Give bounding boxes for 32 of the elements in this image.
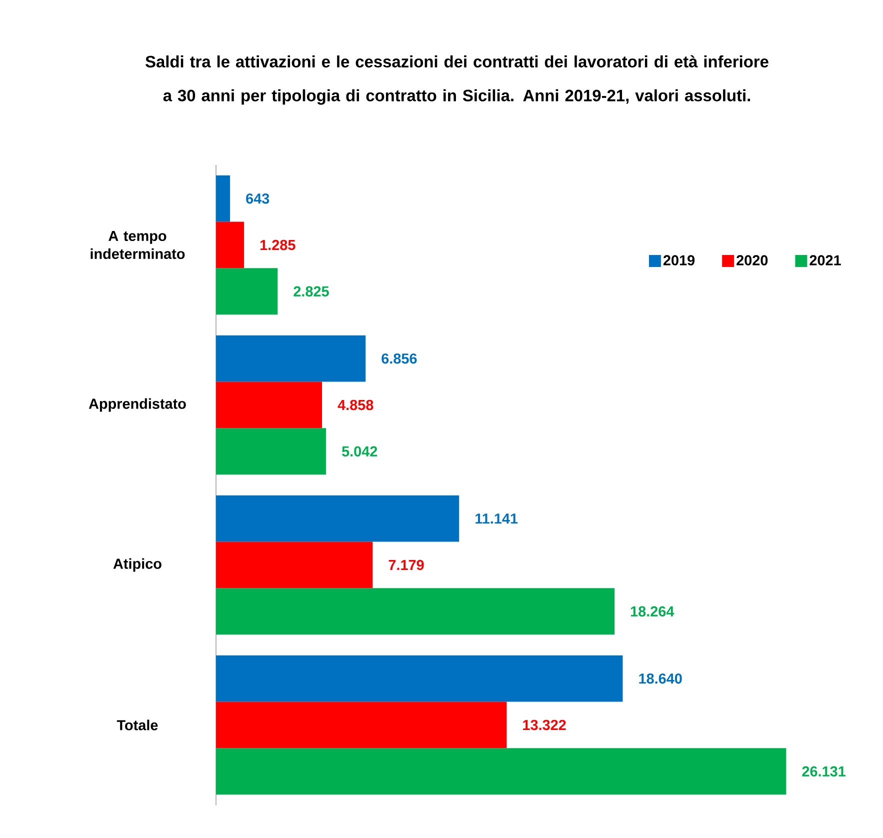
data-label: 26.131 (802, 766, 846, 777)
bar (216, 702, 507, 748)
data-label: 643 (246, 193, 270, 204)
y-tick-label: Totale (116, 720, 158, 730)
legend-label: 2021 (810, 255, 841, 266)
chart-title: Saldi tra le attivazioni e le cessazioni dei contratti dei lavoratori di età inferiore a 30 anni per tipologia di contratto in Sicilia. Anni 2019-21, valori assoluti. (146, 55, 768, 105)
bar (216, 382, 322, 428)
bar (216, 495, 460, 542)
legend-label: 2020 (736, 255, 768, 266)
data-label: 5.042 (342, 446, 378, 456)
data-label: 4.858 (338, 400, 374, 410)
data-label: 18.640 (639, 673, 682, 684)
bar (216, 428, 326, 475)
bar (216, 542, 373, 588)
data-label: 6.856 (382, 353, 417, 364)
data-label: 11.141 (476, 514, 518, 524)
bar (216, 175, 230, 222)
y-tick-label: Atipico (113, 558, 162, 572)
bar (216, 222, 244, 268)
bar (216, 588, 615, 635)
data-label: 1.285 (260, 240, 296, 250)
y-tick-label: A tempo indeterminato (90, 230, 185, 259)
bar (216, 335, 366, 382)
data-label: 2.825 (294, 286, 329, 296)
data-label: 13.322 (523, 720, 566, 730)
bar (216, 748, 786, 795)
bar (216, 268, 278, 315)
y-tick-label: Apprendistato (88, 398, 186, 412)
data-label: 7.179 (388, 560, 424, 570)
bar (216, 655, 623, 702)
data-label: 18.264 (630, 606, 674, 616)
legend-label: 2019 (663, 255, 695, 266)
